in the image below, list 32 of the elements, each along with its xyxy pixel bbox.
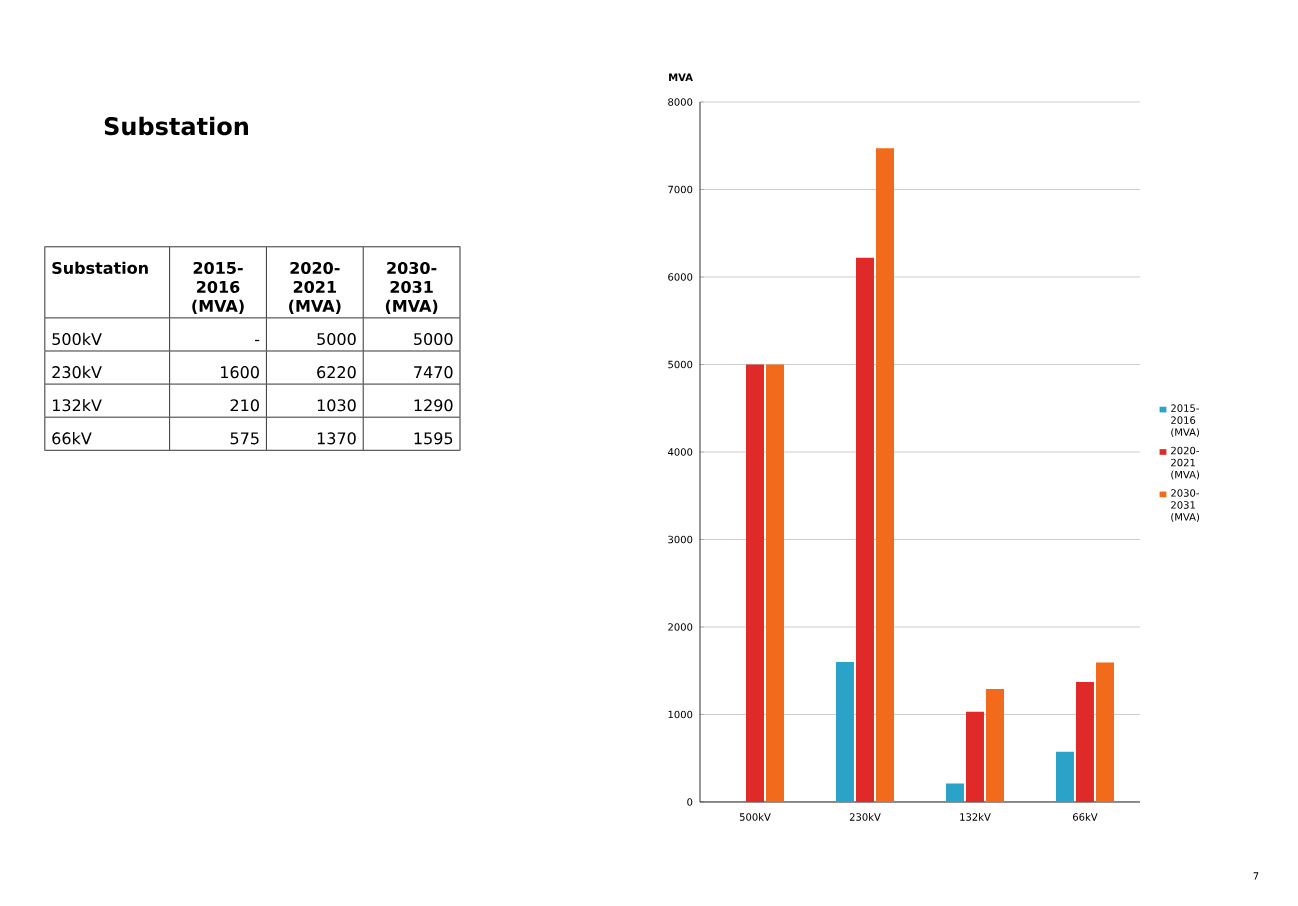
text: 575 (230, 432, 259, 445)
bar (875, 148, 894, 802)
bar (1055, 751, 1074, 802)
bar (945, 783, 964, 802)
text: 500kV (52, 332, 102, 346)
bar (1095, 662, 1114, 802)
bar (855, 257, 874, 802)
text: 1030 (317, 399, 356, 412)
text: 1600 (221, 366, 259, 379)
category-label: 2020-2021 (MVA) (289, 261, 341, 314)
category-label: 2015-2016 (MVA) (192, 261, 244, 314)
bar (746, 364, 764, 802)
text: 5000 (317, 333, 356, 346)
category-label: 2030-2031 (MVA) (385, 261, 438, 314)
text: 7470 (414, 366, 453, 379)
bar (766, 364, 784, 802)
text: 132kV (52, 398, 102, 412)
text: 66kV (52, 432, 92, 445)
bar (965, 711, 984, 802)
bar (1075, 682, 1094, 802)
bar (985, 689, 1004, 802)
text: 6220 (317, 366, 356, 379)
text: Substation (104, 116, 248, 136)
category-label: Substation (52, 261, 148, 275)
text: 5000 (414, 333, 453, 346)
text: - (255, 339, 260, 342)
text: 1370 (317, 432, 356, 445)
bar (835, 661, 854, 802)
text: 1290 (414, 399, 453, 412)
text: 210 (230, 399, 259, 412)
text: 1595 (414, 432, 453, 445)
text: 230kV (52, 365, 102, 379)
